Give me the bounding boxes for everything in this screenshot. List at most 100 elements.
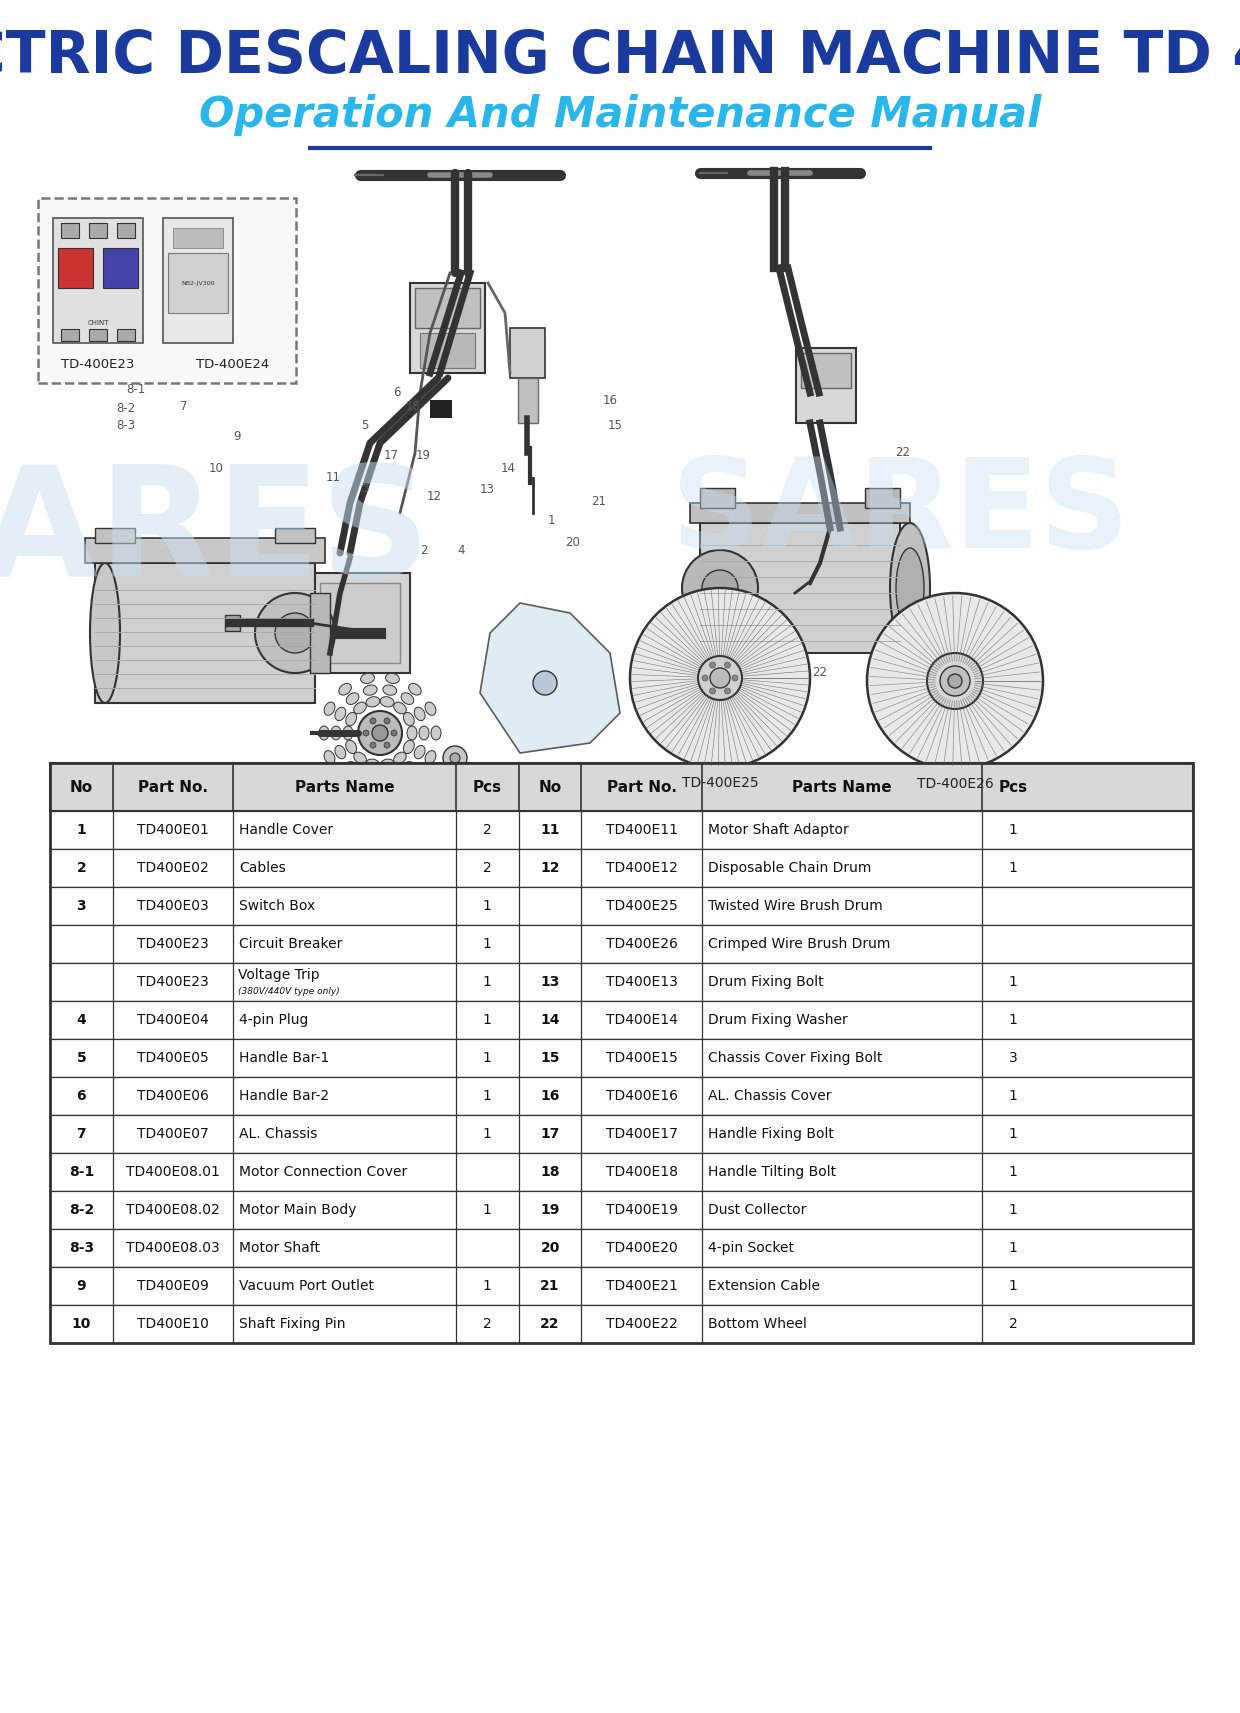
Ellipse shape: [897, 548, 924, 629]
Bar: [50, 1305, 1193, 1343]
Text: 16: 16: [541, 1089, 559, 1103]
Text: TD400E10: TD400E10: [136, 1317, 208, 1331]
Text: 8-2: 8-2: [68, 1203, 94, 1216]
Text: TD400E16: TD400E16: [605, 1089, 677, 1103]
Bar: [174, 228, 223, 248]
Ellipse shape: [386, 783, 399, 793]
Text: NB2-JV300: NB2-JV300: [181, 281, 215, 286]
Circle shape: [358, 711, 402, 755]
Ellipse shape: [363, 771, 377, 781]
Ellipse shape: [361, 673, 374, 683]
Text: SARES: SARES: [0, 459, 430, 608]
Text: Circuit Breaker: Circuit Breaker: [239, 937, 342, 951]
Text: Vacuum Port Outlet: Vacuum Port Outlet: [239, 1280, 374, 1293]
Ellipse shape: [346, 740, 357, 754]
Text: 1: 1: [1008, 1203, 1017, 1216]
Text: 1: 1: [1008, 975, 1017, 988]
Ellipse shape: [383, 771, 397, 781]
Text: Pcs: Pcs: [472, 779, 502, 795]
Bar: [518, 379, 538, 423]
Text: TD-400E26: TD-400E26: [916, 778, 993, 791]
Text: Handle Cover: Handle Cover: [239, 822, 334, 838]
Text: 1: 1: [1008, 1165, 1017, 1179]
Text: Part No.: Part No.: [138, 779, 208, 795]
Bar: [117, 329, 135, 341]
Text: 2: 2: [1008, 1317, 1017, 1331]
Text: TD400E22: TD400E22: [605, 1317, 677, 1331]
Text: Twisted Wire Brush Drum: Twisted Wire Brush Drum: [708, 899, 883, 913]
Ellipse shape: [346, 692, 358, 704]
Ellipse shape: [409, 771, 422, 783]
Text: 17: 17: [541, 1127, 559, 1141]
Text: TD400E26: TD400E26: [605, 937, 677, 951]
Text: 22: 22: [812, 666, 827, 680]
Text: 13: 13: [541, 975, 559, 988]
Text: 7: 7: [181, 399, 188, 413]
Ellipse shape: [363, 685, 377, 695]
Bar: [86, 538, 325, 564]
Ellipse shape: [403, 740, 414, 754]
Text: 21: 21: [541, 1280, 559, 1293]
Text: 12: 12: [427, 490, 441, 502]
Bar: [50, 762, 1193, 810]
Text: TD400E01: TD400E01: [136, 822, 208, 838]
Bar: [167, 254, 228, 313]
Bar: [95, 564, 315, 702]
Circle shape: [384, 742, 391, 749]
Text: Cables: Cables: [239, 862, 285, 875]
Text: Motor Shaft Adaptor: Motor Shaft Adaptor: [708, 822, 848, 838]
Bar: [320, 582, 401, 663]
Text: Chassis Cover Fixing Bolt: Chassis Cover Fixing Bolt: [708, 1052, 882, 1065]
Text: TD400E05: TD400E05: [136, 1052, 208, 1065]
Text: Pcs: Pcs: [998, 779, 1028, 795]
Text: 11: 11: [326, 471, 341, 483]
Text: 22: 22: [895, 445, 910, 459]
Text: 8-1: 8-1: [68, 1165, 94, 1179]
Bar: [420, 332, 475, 368]
Text: TD-400E23: TD-400E23: [61, 358, 135, 372]
Text: 8-1: 8-1: [126, 384, 146, 396]
Text: TD400E08.01: TD400E08.01: [126, 1165, 219, 1179]
Bar: [50, 887, 1193, 925]
Text: Operation And Maintenance Manual: Operation And Maintenance Manual: [198, 94, 1042, 135]
Circle shape: [709, 661, 715, 668]
Bar: [796, 348, 856, 423]
Text: 4-pin Socket: 4-pin Socket: [708, 1240, 794, 1256]
Ellipse shape: [324, 750, 335, 764]
Text: TD-400E25: TD-400E25: [682, 776, 759, 790]
Bar: [50, 1153, 1193, 1191]
Ellipse shape: [419, 726, 429, 740]
Ellipse shape: [366, 759, 379, 769]
Text: TD400E17: TD400E17: [605, 1127, 677, 1141]
Text: TD400E06: TD400E06: [136, 1089, 208, 1103]
Circle shape: [443, 745, 467, 771]
Bar: [801, 353, 851, 389]
Text: 20: 20: [565, 536, 580, 550]
Ellipse shape: [346, 713, 357, 726]
Text: Extension Cable: Extension Cable: [708, 1280, 820, 1293]
Text: 6: 6: [393, 385, 401, 399]
Text: Drum Fixing Bolt: Drum Fixing Bolt: [708, 975, 823, 988]
Circle shape: [370, 742, 376, 749]
Bar: [89, 223, 107, 238]
Text: 3: 3: [361, 481, 368, 495]
Bar: [61, 223, 79, 238]
Ellipse shape: [381, 697, 394, 707]
Text: Motor Shaft: Motor Shaft: [239, 1240, 320, 1256]
Circle shape: [255, 593, 335, 673]
Text: TD400E23: TD400E23: [136, 937, 208, 951]
Text: TD400E03: TD400E03: [136, 899, 208, 913]
Text: TD400E21: TD400E21: [605, 1280, 677, 1293]
Text: 10: 10: [72, 1317, 91, 1331]
Bar: [415, 288, 480, 327]
Bar: [89, 329, 107, 341]
Text: Parts Name: Parts Name: [791, 779, 892, 795]
Text: 1: 1: [482, 1012, 491, 1028]
Ellipse shape: [425, 750, 436, 764]
Text: 6: 6: [77, 1089, 87, 1103]
Text: TD400E15: TD400E15: [605, 1052, 677, 1065]
Bar: [117, 223, 135, 238]
Text: 15: 15: [608, 418, 622, 432]
Text: No: No: [69, 779, 93, 795]
Circle shape: [711, 668, 730, 689]
